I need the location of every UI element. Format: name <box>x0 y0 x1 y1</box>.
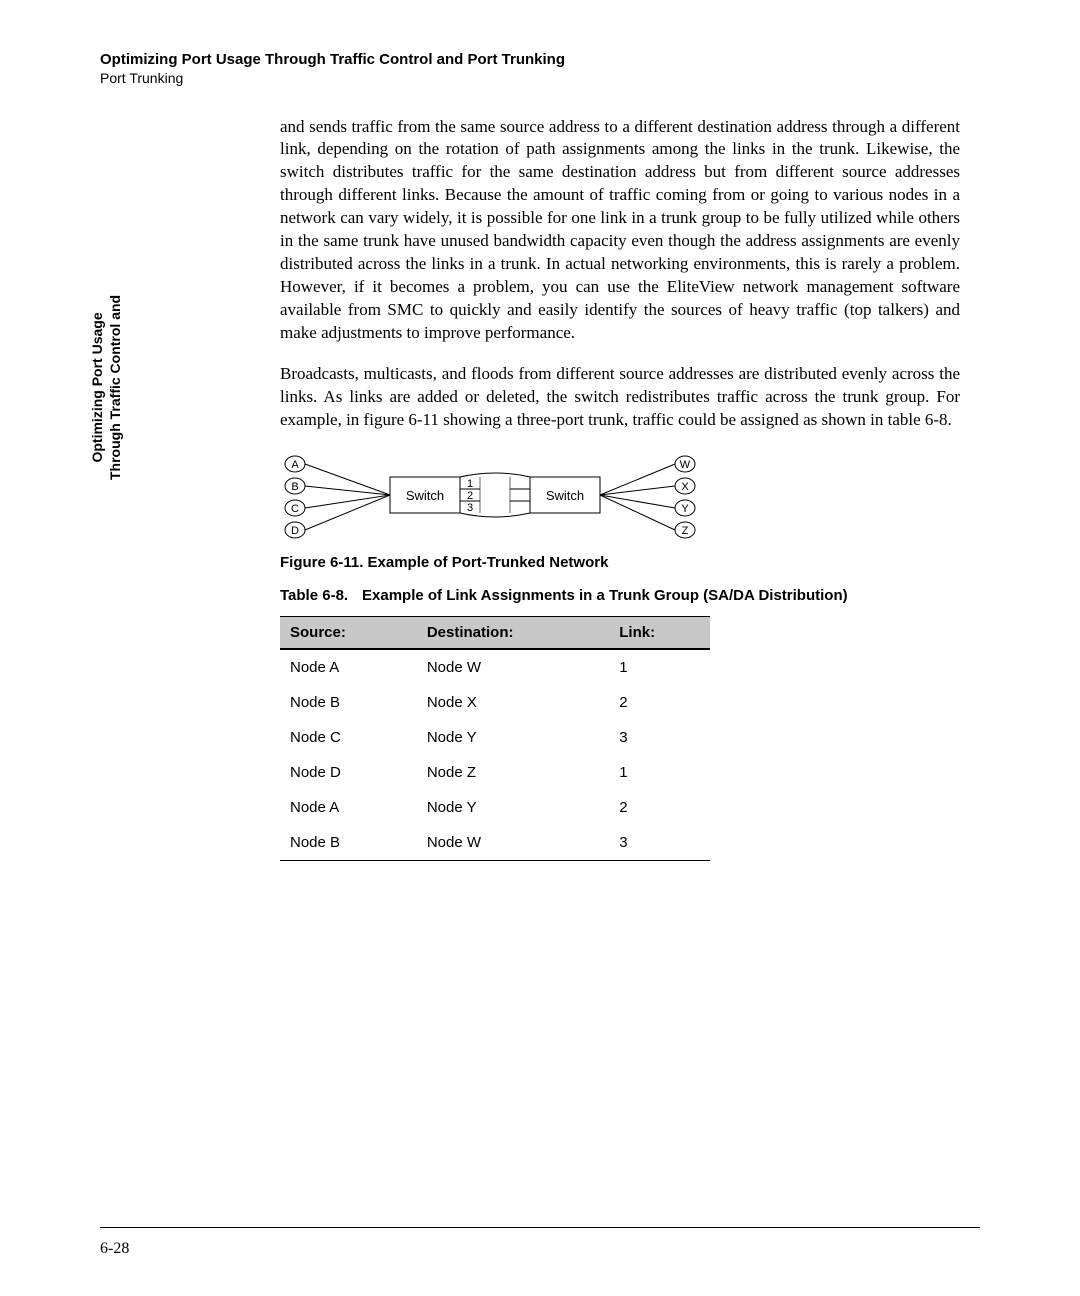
table-row: Node CNode Y3 <box>280 720 710 755</box>
main-content: and sends traffic from the same source a… <box>280 116 960 861</box>
col-source: Source: <box>280 616 417 649</box>
fan-line <box>305 495 390 508</box>
node-label: W <box>680 459 691 471</box>
col-link: Link: <box>609 616 710 649</box>
table-cell: Node D <box>280 755 417 790</box>
header-subtitle: Port Trunking <box>100 70 980 86</box>
node-label: B <box>291 481 298 493</box>
header-title: Optimizing Port Usage Through Traffic Co… <box>100 50 980 70</box>
table-cell: Node B <box>280 685 417 720</box>
node-label: C <box>291 503 299 515</box>
table-row: Node ANode W1 <box>280 649 710 685</box>
trunk-edge <box>460 473 530 477</box>
table-row: Node BNode X2 <box>280 685 710 720</box>
node-label: D <box>291 525 299 537</box>
figure-caption: Figure 6-11. Example of Port-Trunked Net… <box>280 554 960 571</box>
col-destination: Destination: <box>417 616 609 649</box>
left-switch-label: Switch <box>406 488 444 503</box>
table-row: Node ANode Y2 <box>280 790 710 825</box>
table-cell: Node A <box>280 790 417 825</box>
footer-rule <box>100 1227 980 1228</box>
table-number: Table 6-8. <box>280 587 362 604</box>
table-caption-text: Example of Link Assignments in a Trunk G… <box>362 587 848 604</box>
node-label: A <box>291 459 299 471</box>
table-cell: Node B <box>280 825 417 861</box>
figure-6-11: ABCD WXYZ Switch Switch 123 <box>280 452 960 542</box>
table-header-row: Source: Destination: Link: <box>280 616 710 649</box>
table-caption: Table 6-8. Example of Link Assignments i… <box>280 587 960 604</box>
node-label: Y <box>681 503 689 515</box>
link-label: 2 <box>467 490 473 502</box>
fan-line <box>600 495 675 508</box>
table-cell: Node W <box>417 649 609 685</box>
table-cell: 3 <box>609 825 710 861</box>
link-label: 3 <box>467 502 473 514</box>
table-cell: Node A <box>280 649 417 685</box>
network-diagram: ABCD WXYZ Switch Switch 123 <box>280 452 700 542</box>
table-cell: Node Y <box>417 790 609 825</box>
side-tab: Optimizing Port Usage Through Traffic Co… <box>88 295 124 480</box>
table-cell: 1 <box>609 755 710 790</box>
node-label: Z <box>682 525 689 537</box>
table-cell: 2 <box>609 685 710 720</box>
link-assignments-table: Source: Destination: Link: Node ANode W1… <box>280 616 710 861</box>
table-cell: Node Z <box>417 755 609 790</box>
table-cell: Node X <box>417 685 609 720</box>
right-switch-label: Switch <box>546 488 584 503</box>
link-label: 1 <box>467 478 473 490</box>
table-row: Node BNode W3 <box>280 825 710 861</box>
paragraph-2: Broadcasts, multicasts, and floods from … <box>280 363 960 432</box>
table-cell: 3 <box>609 720 710 755</box>
table-cell: Node C <box>280 720 417 755</box>
fan-line <box>600 495 675 530</box>
node-label: X <box>681 481 689 493</box>
page-header: Optimizing Port Usage Through Traffic Co… <box>100 50 980 86</box>
table-cell: 1 <box>609 649 710 685</box>
paragraph-1: and sends traffic from the same source a… <box>280 116 960 345</box>
table-cell: Node Y <box>417 720 609 755</box>
side-tab-line1: Optimizing Port Usage <box>89 312 105 462</box>
side-tab-line2: Through Traffic Control and <box>107 295 123 480</box>
table-cell: 2 <box>609 790 710 825</box>
table-row: Node DNode Z1 <box>280 755 710 790</box>
fan-line <box>305 495 390 530</box>
table-cell: Node W <box>417 825 609 861</box>
page-number: 6-28 <box>100 1240 129 1258</box>
